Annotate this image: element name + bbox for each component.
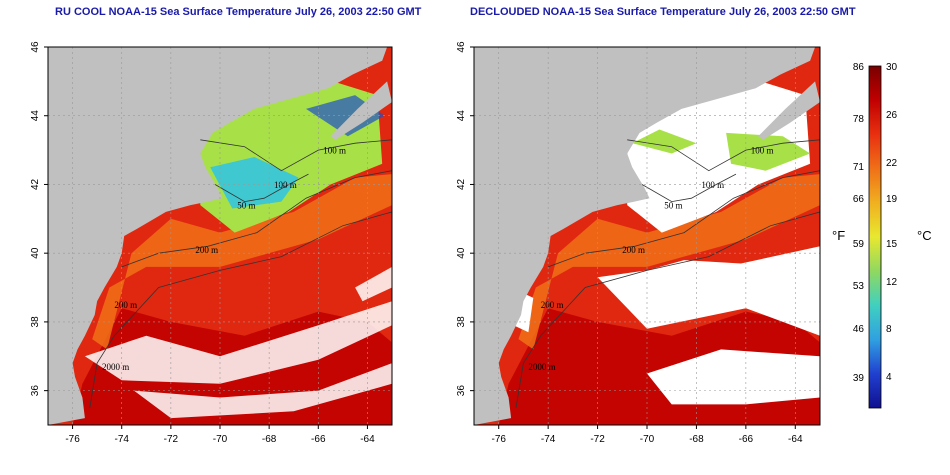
longitude-tick-label: -76	[491, 434, 506, 445]
contour-label: 100 m	[751, 146, 774, 156]
celsius-tick-label: 22	[886, 158, 898, 169]
latitude-tick-label: 38	[30, 316, 41, 328]
celsius-tick-label: 8	[886, 324, 892, 335]
longitude-tick-label: -74	[541, 434, 556, 445]
bathymetry-contour	[515, 211, 820, 408]
latitude-tick-label: 46	[456, 41, 467, 53]
celsius-unit-label: °C	[917, 228, 932, 243]
celsius-tick-label: 26	[886, 110, 898, 121]
fahrenheit-tick-label: 46	[853, 324, 865, 335]
longitude-tick-label: -64	[788, 434, 803, 445]
contour-label: 50 m	[664, 201, 682, 211]
left-map-title: RU COOL NOAA-15 Sea Surface Temperature …	[55, 6, 422, 18]
contour-label: 50 m	[237, 201, 255, 211]
bathymetry-contour	[214, 173, 309, 203]
latitude-tick-label: 44	[30, 110, 41, 122]
contour-label: 2000 m	[528, 362, 555, 372]
cool-water-patch	[632, 129, 697, 154]
contour-label: 200 m	[541, 300, 564, 310]
shelf-water-region	[92, 174, 392, 350]
latitude-tick-label: 46	[30, 41, 41, 53]
bathymetry-contour	[627, 139, 820, 172]
gulf-of-maine-cleared-area	[627, 81, 811, 233]
shelf-water-region	[518, 174, 820, 350]
latitude-tick-label: 36	[30, 385, 41, 397]
fahrenheit-tick-label: 59	[853, 239, 865, 250]
latitude-tick-label: 40	[30, 247, 41, 259]
latitude-tick-label: 38	[456, 316, 467, 328]
fahrenheit-tick-label: 71	[853, 162, 865, 173]
right-map-title: DECLOUDED NOAA-15 Sea Surface Temperatur…	[470, 6, 856, 18]
celsius-tick-label: 19	[886, 194, 898, 205]
celsius-tick-label: 15	[886, 239, 898, 250]
land-mass	[48, 47, 388, 425]
cloud-cover	[355, 266, 392, 302]
latitude-tick-label: 44	[456, 110, 467, 122]
contour-label: 200 m	[114, 300, 137, 310]
longitude-tick-label: -72	[590, 434, 605, 445]
contour-label: 200 m	[195, 245, 218, 255]
longitude-tick-label: -66	[739, 434, 754, 445]
fahrenheit-tick-label: 66	[853, 194, 865, 205]
land-mass	[474, 47, 816, 425]
longitude-tick-label: -76	[65, 434, 80, 445]
longitude-tick-label: -64	[360, 434, 375, 445]
colorbar-gradient	[868, 65, 882, 409]
declouded-sst-map: 100 m 100 m 50 m 200 m 200 m 2000 m -76 -74 -72 -…	[456, 41, 821, 445]
celsius-tick-label: 12	[886, 277, 898, 288]
longitude-tick-label: -68	[689, 434, 704, 445]
celsius-tick-label: 4	[886, 372, 892, 383]
cloud-cover	[84, 301, 392, 384]
bathymetry-contour	[89, 211, 392, 408]
contour-label: 100 m	[701, 180, 724, 190]
bathymetry-contour	[641, 173, 737, 203]
declouded-gap	[597, 246, 820, 336]
bathymetry-contour	[200, 139, 392, 172]
longitude-tick-label: -66	[311, 434, 326, 445]
fahrenheit-tick-label: 78	[853, 114, 865, 125]
land-mass	[330, 81, 392, 140]
contour-label: 100 m	[274, 180, 297, 190]
latitude-tick-label: 36	[456, 385, 467, 397]
celsius-tick-label: 30	[886, 62, 898, 73]
longitude-tick-label: -70	[640, 434, 655, 445]
latitude-tick-label: 42	[456, 178, 467, 190]
latitude-tick-label: 42	[30, 178, 41, 190]
longitude-tick-label: -74	[114, 434, 129, 445]
cloud-cover	[134, 363, 392, 419]
land-mass	[758, 81, 820, 140]
fahrenheit-tick-label: 39	[853, 373, 865, 384]
cold-water-patch	[210, 157, 299, 209]
fahrenheit-tick-label: 86	[853, 62, 865, 73]
fahrenheit-unit-label: °F	[832, 228, 846, 243]
longitude-tick-label: -68	[262, 434, 277, 445]
contour-label: 200 m	[622, 245, 645, 255]
latitude-tick-label: 40	[456, 247, 467, 259]
cloudy-sst-map: 100 m 100 m 50 m 200 m 200 m 2000 m -76 -74 -72 -…	[30, 41, 393, 445]
fahrenheit-tick-label: 53	[853, 281, 865, 292]
contour-label: 100 m	[323, 146, 346, 156]
contour-label: 2000 m	[102, 362, 129, 372]
longitude-tick-label: -72	[164, 434, 179, 445]
longitude-tick-label: -70	[213, 434, 228, 445]
